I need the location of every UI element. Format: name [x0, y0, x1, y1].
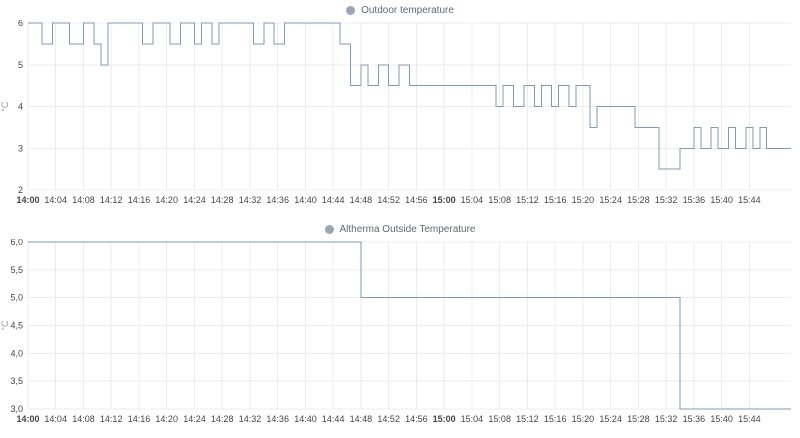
x-tick-label: 14:20: [155, 414, 178, 424]
x-tick-label: 14:20: [155, 195, 178, 205]
x-tick-label: 15:36: [683, 195, 706, 205]
x-tick-label: 14:04: [44, 414, 67, 424]
x-tick-label: 14:08: [72, 414, 95, 424]
x-tick-label: 14:44: [322, 414, 345, 424]
x-tick-label: 15:20: [572, 414, 595, 424]
x-tick-label: 14:32: [239, 414, 262, 424]
x-tick-label: 15:08: [488, 195, 511, 205]
x-tick-label: 14:56: [405, 195, 428, 205]
x-tick-label: 14:04: [44, 195, 67, 205]
x-tick-label: 15:36: [683, 414, 706, 424]
y-tick-label: 4: [18, 102, 23, 112]
x-tick-label: 14:12: [100, 195, 123, 205]
y-tick-label: 5,0: [10, 293, 23, 303]
x-tick-label: 14:28: [211, 195, 234, 205]
legend-marker-icon: [346, 5, 356, 15]
x-tick-label: 14:00: [16, 414, 39, 424]
x-tick-label: 15:04: [461, 195, 484, 205]
x-tick-label: 15:24: [599, 414, 622, 424]
x-tick-label: 14:00: [16, 195, 39, 205]
y-tick-label: 3,5: [10, 376, 23, 386]
x-tick-label: 14:24: [183, 414, 206, 424]
x-tick-label: 14:28: [211, 414, 234, 424]
x-tick-label: 14:36: [266, 414, 289, 424]
legend-label-altherma-outside-temperature: Altherma Outside Temperature: [339, 223, 476, 235]
x-tick-label: 14:32: [239, 195, 262, 205]
x-tick-label: 15:24: [599, 195, 622, 205]
x-tick-label: 14:56: [405, 414, 428, 424]
x-tick-label: 14:52: [377, 195, 400, 205]
y-tick-label: 3,0: [10, 404, 23, 414]
y-tick-label: 6,0: [10, 239, 23, 247]
x-tick-label: 14:16: [128, 195, 151, 205]
y-axis-unit-label: °C: [0, 101, 10, 112]
x-tick-label: 15:32: [655, 414, 678, 424]
series-line: [28, 241, 791, 410]
x-tick-label: 15:00: [433, 195, 456, 205]
y-tick-label: 2: [18, 185, 23, 195]
x-tick-label: 15:20: [572, 195, 595, 205]
x-tick-label: 14:40: [294, 414, 317, 424]
chart-outdoor-temperature[interactable]: 6 5 4 3 214:00 14:04 14:08 14:12 14:16 14:20 14:24…: [0, 20, 800, 219]
x-tick-label: 15:00: [433, 414, 456, 424]
legend-label-outdoor-temperature: Outdoor temperature: [361, 4, 454, 16]
x-tick-label: 14:36: [266, 195, 289, 205]
x-tick-label: 15:12: [516, 195, 539, 205]
x-tick-label: 15:16: [544, 195, 567, 205]
x-tick-label: 15:12: [516, 414, 539, 424]
y-tick-label: 5,5: [10, 265, 23, 275]
y-tick-label: 6: [18, 20, 23, 28]
x-tick-label: 14:08: [72, 195, 95, 205]
x-tick-label: 15:16: [544, 414, 567, 424]
x-tick-label: 15:44: [738, 414, 761, 424]
y-axis-unit-label: °C: [0, 320, 10, 331]
panel-altherma-outside-temperature: Altherma Outside Temperature 6,0 5,5 5,0 4,…: [0, 219, 800, 438]
x-tick-label: 15:44: [738, 195, 761, 205]
y-tick-label: 4,5: [10, 321, 23, 331]
legend-outdoor-temperature[interactable]: Outdoor temperature: [0, 0, 800, 20]
x-tick-label: 15:40: [710, 195, 733, 205]
x-tick-label: 14:44: [322, 195, 345, 205]
x-tick-label: 14:48: [350, 195, 373, 205]
panel-outdoor-temperature: Outdoor temperature 6 5 4 3 2 14:00 14:04 14:08…: [0, 0, 800, 219]
x-tick-label: 15:32: [655, 195, 678, 205]
x-tick-label: 14:40: [294, 195, 317, 205]
chart-altherma-outside-temperature[interactable]: 6,0 5,5 5,0 4,5 4,0 3,5 3,014:00 14:04 14:08 14:1…: [0, 239, 800, 438]
x-tick-label: 15:08: [488, 414, 511, 424]
legend-altherma-outside-temperature[interactable]: Altherma Outside Temperature: [0, 219, 800, 239]
x-tick-label: 15:40: [710, 414, 733, 424]
x-tick-label: 15:04: [461, 414, 484, 424]
series-line: [28, 22, 791, 170]
y-tick-label: 4,0: [10, 348, 23, 358]
x-tick-label: 14:12: [100, 414, 123, 424]
y-tick-label: 3: [18, 143, 23, 153]
x-tick-label: 14:48: [350, 414, 373, 424]
x-tick-label: 14:16: [128, 414, 151, 424]
legend-marker-icon: [324, 224, 334, 234]
y-tick-label: 5: [18, 60, 23, 70]
x-tick-label: 15:28: [627, 195, 650, 205]
x-tick-label: 14:24: [183, 195, 206, 205]
x-tick-label: 14:52: [377, 414, 400, 424]
x-tick-label: 15:28: [627, 414, 650, 424]
